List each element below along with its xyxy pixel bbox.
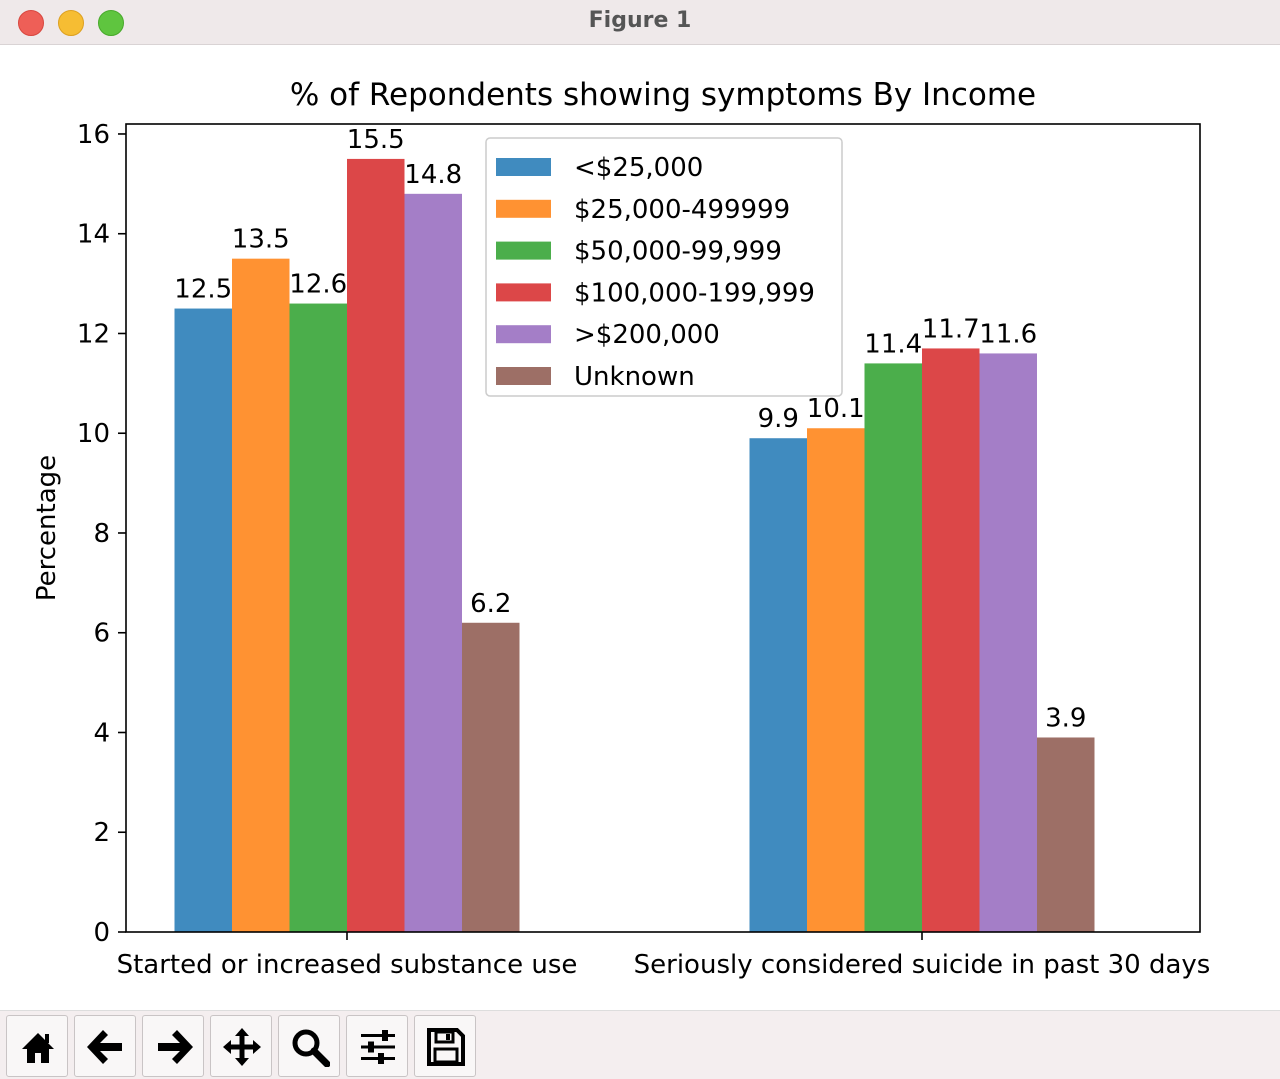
legend-label-1: <$25,000 <box>574 153 703 183</box>
legend-swatch-2 <box>496 199 551 218</box>
plot-frame <box>125 123 1201 933</box>
bar-1-1 <box>174 308 232 932</box>
data-label-1-2: 9.9 <box>758 404 799 434</box>
data-label-1-1: 12.5 <box>174 275 232 305</box>
legend-swatch-3 <box>496 241 551 260</box>
maximize-window-button[interactable] <box>98 10 124 36</box>
x-tick-label-1: Started or increased substance use <box>117 950 578 980</box>
forward-arrow-icon <box>158 1030 193 1064</box>
bar-6-2 <box>1037 737 1095 932</box>
figure-canvas[interactable]: % of Repondents showing symptoms By Inco… <box>0 45 1280 1010</box>
save-icon <box>427 1028 465 1066</box>
data-label-4-1: 15.5 <box>347 125 405 155</box>
legend-swatch-4 <box>496 283 551 302</box>
legend-label-4: $100,000-199,999 <box>574 278 815 308</box>
y-tick-label-16: 16 <box>77 120 110 150</box>
legend-swatch-6 <box>496 367 551 385</box>
bar-1-2 <box>749 438 807 932</box>
y-tick-label-10: 10 <box>77 419 110 449</box>
window-titlebar: Figure 1 <box>0 0 1280 45</box>
y-tick-label-12: 12 <box>77 319 110 349</box>
navigation-toolbar <box>0 1010 1280 1079</box>
forward-button[interactable] <box>142 1015 204 1077</box>
y-tick-label-2: 2 <box>93 818 110 848</box>
home-icon <box>22 1033 54 1063</box>
legend-swatch-5 <box>496 325 551 344</box>
data-label-4-2: 11.7 <box>922 314 980 344</box>
back-arrow-icon <box>87 1030 122 1064</box>
bar-2-1 <box>232 258 290 932</box>
zoom-button[interactable] <box>278 1015 340 1077</box>
bar-4-2 <box>922 348 980 932</box>
legend-label-2: $25,000-499999 <box>574 195 790 225</box>
chart-title: % of Repondents showing symptoms By Inco… <box>290 77 1036 113</box>
legend-box <box>485 137 843 397</box>
data-label-6-1: 6.2 <box>470 589 511 619</box>
data-label-6-2: 3.9 <box>1045 703 1086 733</box>
y-tick-label-8: 8 <box>93 519 110 549</box>
y-tick-label-4: 4 <box>93 718 110 748</box>
bar-3-2 <box>864 363 922 932</box>
bar-2-2 <box>807 428 865 932</box>
y-axis-label: Percentage <box>32 455 62 601</box>
data-label-5-1: 14.8 <box>404 160 462 190</box>
window-title: Figure 1 <box>588 8 692 33</box>
bar-6-1 <box>462 622 520 932</box>
y-tick-label-14: 14 <box>77 220 110 250</box>
minimize-window-button[interactable] <box>58 10 84 36</box>
data-label-2-1: 13.5 <box>232 225 290 255</box>
x-tick-label-2: Seriously considered suicide in past 30 … <box>634 950 1211 980</box>
zoom-icon <box>292 1029 330 1067</box>
subplots-config-icon <box>361 1030 395 1064</box>
legend-label-6: Unknown <box>574 362 695 392</box>
data-label-3-1: 12.6 <box>289 270 347 300</box>
bar-5-1 <box>404 193 462 933</box>
legend-label-5: >$200,000 <box>574 320 720 350</box>
bar-5-2 <box>979 353 1037 932</box>
legend-swatch-1 <box>496 158 551 176</box>
data-label-2-2: 10.1 <box>807 394 865 424</box>
configure-subplots-button[interactable] <box>346 1015 408 1077</box>
bar-chart: % of Repondents showing symptoms By Inco… <box>32 77 1211 980</box>
data-label-3-2: 11.4 <box>864 329 922 359</box>
y-tick-label-0: 0 <box>93 918 110 948</box>
pan-button[interactable] <box>210 1015 272 1077</box>
save-button[interactable] <box>414 1015 476 1077</box>
close-window-button[interactable] <box>18 10 44 36</box>
back-button[interactable] <box>74 1015 136 1077</box>
legend-label-3: $50,000-99,999 <box>574 237 782 267</box>
bar-4-1 <box>347 158 405 932</box>
pan-icon <box>223 1028 261 1066</box>
y-tick-label-6: 6 <box>93 619 110 649</box>
data-label-5-2: 11.6 <box>979 319 1037 349</box>
bar-3-1 <box>289 303 347 932</box>
home-button[interactable] <box>6 1015 68 1077</box>
